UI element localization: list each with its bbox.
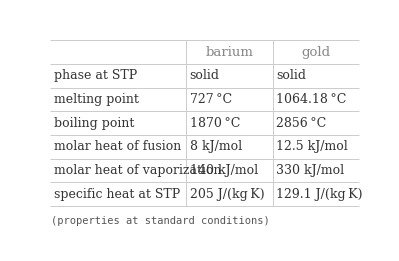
Text: 330 kJ/mol: 330 kJ/mol <box>276 164 344 177</box>
Text: 12.5 kJ/mol: 12.5 kJ/mol <box>276 140 348 153</box>
Text: 2856 °C: 2856 °C <box>276 117 326 130</box>
Text: boiling point: boiling point <box>53 117 134 130</box>
Text: specific heat at STP: specific heat at STP <box>53 188 180 201</box>
Text: molar heat of vaporization: molar heat of vaporization <box>53 164 221 177</box>
Text: molar heat of fusion: molar heat of fusion <box>53 140 181 153</box>
Text: 140 kJ/mol: 140 kJ/mol <box>190 164 258 177</box>
Text: 205 J/(kg K): 205 J/(kg K) <box>190 188 264 201</box>
Text: 1064.18 °C: 1064.18 °C <box>276 93 347 106</box>
Text: 727 °C: 727 °C <box>190 93 232 106</box>
Text: 1870 °C: 1870 °C <box>190 117 240 130</box>
Text: (properties at standard conditions): (properties at standard conditions) <box>51 216 270 226</box>
Text: melting point: melting point <box>53 93 138 106</box>
Text: gold: gold <box>301 46 330 59</box>
Text: phase at STP: phase at STP <box>53 69 137 82</box>
Text: solid: solid <box>190 69 219 82</box>
Text: barium: barium <box>205 46 253 59</box>
Text: 8 kJ/mol: 8 kJ/mol <box>190 140 242 153</box>
Text: solid: solid <box>276 69 306 82</box>
Text: 129.1 J/(kg K): 129.1 J/(kg K) <box>276 188 363 201</box>
